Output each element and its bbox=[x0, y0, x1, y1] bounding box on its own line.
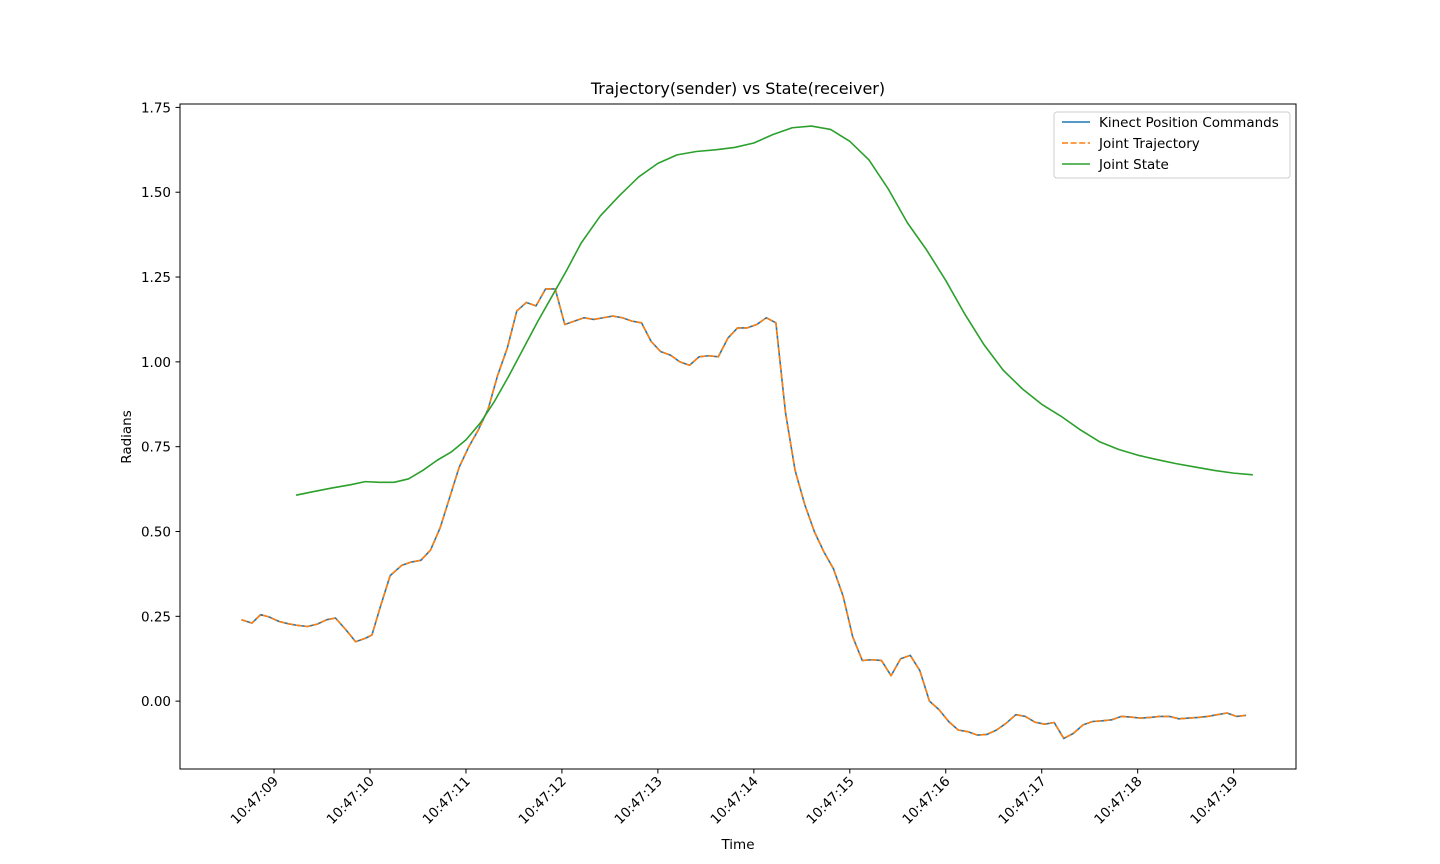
y-tick-label: 0.25 bbox=[141, 609, 171, 625]
y-tick-label: 0.50 bbox=[141, 525, 171, 541]
y-axis: 0.00 0.25 0.50 0.75 1.00 1.25 1.50 1.75 bbox=[141, 100, 180, 710]
chart-title: Trajectory(sender) vs State(receiver) bbox=[590, 79, 885, 98]
series-line-3 bbox=[295, 125, 1253, 496]
legend-box bbox=[1053, 111, 1291, 179]
y-tick-label: 1.00 bbox=[141, 355, 171, 371]
y-tick-label: 0.75 bbox=[141, 440, 171, 456]
plot-area bbox=[241, 125, 1253, 740]
y-tick-label: 1.25 bbox=[141, 270, 171, 286]
axes-frame bbox=[179, 103, 1297, 770]
y-tick-label: 1.50 bbox=[141, 185, 171, 201]
y-axis-label: Radians bbox=[119, 410, 135, 464]
legend-label: Kinect Position Commands bbox=[1099, 115, 1279, 131]
series-line-2 bbox=[241, 288, 1247, 740]
legend-label: Joint Trajectory bbox=[1098, 136, 1200, 152]
legend-label: Joint State bbox=[1098, 157, 1169, 173]
y-tick-label: 0.00 bbox=[141, 694, 171, 710]
x-axis-label: Time bbox=[720, 837, 754, 853]
legend: Kinect Position Commands Joint Trajectory… bbox=[1053, 111, 1291, 179]
y-tick-label: 1.75 bbox=[141, 100, 171, 116]
